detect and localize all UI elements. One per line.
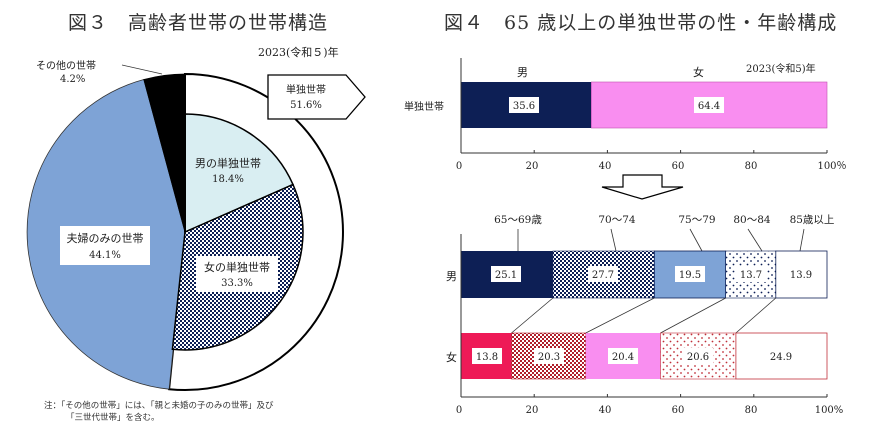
- tick-100: 100％: [817, 161, 846, 172]
- value-female-70-74: 20.3: [538, 352, 560, 363]
- value-male-75-79: 19.5: [679, 270, 701, 281]
- figure4-title: 図４ 65 歳以上の単独世帯の性・年齢構成: [444, 12, 838, 34]
- label-male-single: 男の単独世帯: [195, 156, 261, 170]
- label-couple-pct: 44.1%: [89, 250, 121, 261]
- tick-bottom-80: 80: [745, 405, 758, 416]
- label-female-single: 女の単独世帯: [204, 260, 270, 274]
- down-arrow-icon: [601, 174, 684, 200]
- age-70-74: 70～74: [598, 214, 636, 226]
- figure3-year: 2023(令和５)年: [258, 45, 339, 59]
- label-female-single-pct: 33.3%: [221, 278, 253, 289]
- slice-male-single: [184, 113, 294, 234]
- label-other-pct: 4.2%: [60, 74, 85, 85]
- label-couple: 夫婦のみの世帯: [67, 231, 144, 245]
- value-female-65-69: 13.8: [476, 352, 498, 363]
- note-line-2: 「三世代世帯」を含む。: [66, 413, 160, 423]
- bar-male-85-plus: [775, 250, 828, 299]
- figure4-year: 2023(令和5)年: [746, 62, 816, 75]
- value-male-share: 35.6: [513, 101, 535, 112]
- value-male-85-plus: 13.9: [790, 270, 812, 281]
- tick-60: 60: [672, 161, 685, 172]
- tick-bottom-0: 0: [456, 405, 462, 416]
- figure4-top-bar-chart: 2023(令和5)年 男 女 単独世帯 35.6 64.4 0 20 40 60…: [404, 58, 847, 172]
- label-other: その他の世帯: [36, 59, 96, 72]
- age-65-69: 65～69歳: [494, 214, 542, 226]
- value-female-75-79: 20.4: [612, 352, 634, 363]
- row-label-female: 女: [446, 350, 457, 364]
- figure3-pie: 2023(令和５)年 その他の世帯 4.2% 単独世帯 51.6% 男の単独世帯…: [26, 45, 366, 391]
- tick-bottom-20: 20: [526, 405, 539, 416]
- tick-0: 0: [456, 161, 462, 172]
- tick-bottom-40: 40: [599, 405, 612, 416]
- figure4-age-chart: 65～69歳 70～74 75～79 80～84 85歳以上 男 女 25.1 …: [446, 214, 843, 416]
- figure3-title: 図３ 高齢者世帯の世帯構造: [68, 12, 329, 34]
- header-male: 男: [517, 66, 528, 79]
- value-male-65-69: 25.1: [495, 270, 517, 281]
- label-single-pct: 51.6%: [290, 100, 322, 111]
- header-female: 女: [693, 65, 704, 79]
- value-male-80-84: 13.7: [740, 270, 762, 281]
- value-female-85-plus: 24.9: [770, 352, 792, 363]
- callout-single-households: [267, 74, 366, 120]
- tick-20: 20: [526, 161, 539, 172]
- figure3-note: 注：「その他の世帯」には、「親と未婚の子のみの世帯」及び 「三世代世帯」を含む。: [44, 400, 274, 424]
- bar-female-85-plus: [735, 332, 828, 380]
- row-label-single: 単独世帯: [404, 100, 444, 113]
- tick-bottom-60: 60: [672, 405, 685, 416]
- label-male-single-pct: 18.4%: [212, 174, 244, 185]
- value-male-70-74: 27.7: [592, 270, 614, 281]
- age-85-plus: 85歳以上: [790, 214, 835, 226]
- age-80-84: 80～84: [733, 214, 771, 226]
- tick-bottom-100: 100%: [815, 405, 844, 416]
- row-label-male: 男: [446, 270, 457, 283]
- value-female-share: 64.4: [698, 101, 720, 112]
- label-single: 単独世帯: [286, 83, 326, 96]
- tick-40: 40: [599, 161, 612, 172]
- value-female-80-84: 20.6: [687, 352, 709, 363]
- age-75-79: 75～79: [678, 214, 715, 226]
- note-line-1: 注：「その他の世帯」には、「親と未婚の子のみの世帯」及び: [44, 401, 274, 411]
- tick-80: 80: [745, 161, 758, 172]
